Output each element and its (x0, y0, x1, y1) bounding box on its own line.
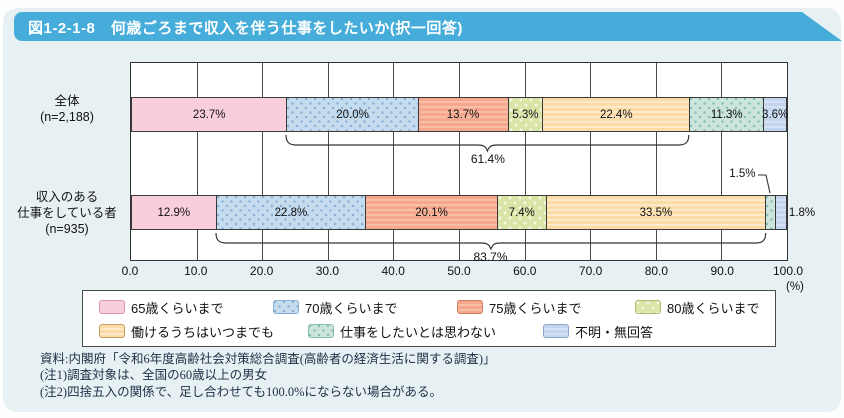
brace-value-label: 83.7% (473, 250, 508, 264)
axis-tick-label: 10.0 (184, 264, 208, 278)
segment-value-label: 20.0% (336, 108, 369, 121)
legend-item: 働けるうちはいつまでも (99, 322, 308, 341)
axis-tick-label: 30.0 (315, 264, 340, 278)
grid-line (590, 63, 592, 260)
axis-tick-label: 0.0 (121, 264, 139, 278)
axis-tick-label: 90.0 (710, 264, 734, 278)
legend-label: 75歳くらいまで (489, 300, 582, 316)
legend-label: 80歳くらいまで (667, 300, 760, 316)
axis-tick-label: 100.0 (772, 264, 804, 278)
bar-segment: 12.9% (131, 195, 216, 230)
segment-value-label: 12.9% (157, 206, 191, 219)
bar-segment: 23.7% (131, 97, 287, 132)
category-label: 収入のある 仕事をしている者 (n=935) (17, 190, 117, 236)
segment-value-label: 23.7% (192, 108, 226, 121)
segment-value-label: 20.1% (415, 206, 448, 219)
legend-swatch (635, 300, 661, 314)
segment-value-label: 22.8% (274, 206, 308, 219)
segment-value-label: 1.8% (788, 206, 816, 219)
legend-row-1: 65歳くらいまで 70歳くらいまで 75歳くらいまで 80歳くらいまで (99, 297, 771, 317)
legend-item: 80歳くらいまで (635, 298, 759, 317)
legend-swatch (99, 324, 125, 338)
legend-label: 不明・無回答 (575, 324, 654, 340)
axis-tick-label: 40.0 (381, 264, 405, 278)
grid-line (524, 63, 526, 260)
note-2: (注2)四捨五入の関係で、足し合わせても100.0%にならない場合がある。 (40, 384, 442, 399)
brace-value-label: 61.4% (470, 152, 505, 166)
brace-annotation (285, 134, 690, 153)
bar-segment: 20.1% (365, 195, 498, 230)
bar-segment: 13.7% (417, 97, 508, 132)
segment-value-label: 22.4% (599, 108, 633, 121)
legend-label: 仕事をしたいとは思わない (340, 324, 497, 340)
bar-segment: 3.6% (762, 97, 789, 132)
legend-label: 働けるうちはいつまでも (131, 324, 275, 340)
bar-segment: 1.8% (775, 195, 815, 230)
brace-annotation (215, 232, 766, 251)
legend-label: 65歳くらいまで (131, 300, 224, 316)
legend-swatch (308, 324, 334, 338)
source-note: 資料:内閣府「令和6年度高齢社会対策総合調査(高齢者の経済生活に関する調査)」 (40, 352, 496, 366)
stacked-bar-0: 23.7% 20.0% 13.7% 5.3% 22.4% 11.3% 3.6% (131, 97, 789, 132)
footer-notes: 資料:内閣府「令和6年度高齢社会対策総合調査(高齢者の経済生活に関する調査)」 … (40, 352, 496, 401)
bar-segment: 22.4% (542, 97, 690, 132)
grid-line (262, 63, 264, 260)
category-label: 全体 (n=2,188) (40, 94, 94, 124)
plot-area: 23.7% 20.0% 13.7% 5.3% 22.4% 11.3% 3.6% 12.9% 22… (130, 62, 815, 264)
bar-segment: 11.3% (689, 97, 764, 132)
grid-line (721, 63, 723, 260)
bar-segment: 20.0% (286, 97, 418, 132)
axis-tick-label: 80.0 (644, 264, 669, 278)
bar-segment: 7.4% (497, 195, 546, 230)
bar-segment: 33.5% (545, 195, 766, 230)
legend-row-2: 働けるうちはいつまでも 仕事をしたいとは思わない 不明・無回答 (99, 321, 771, 341)
bar-segment: 5.3% (507, 97, 543, 132)
callout-line (758, 174, 771, 194)
segment-value-label: 11.3% (710, 108, 743, 121)
x-axis-unit-label: (%) (786, 281, 804, 293)
grid-line (196, 63, 198, 260)
bar-segment: 22.8% (215, 195, 366, 230)
segment-value-label: 3.6% (762, 108, 789, 121)
legend-box: 65歳くらいまで 70歳くらいまで 75歳くらいまで 80歳くらいまで 働けるうちはい… (82, 290, 776, 347)
x-axis: 0.0 10.0 20.0 30.0 40.0 50.0 60.0 70.0 80.0 90.0 1… (122, 264, 803, 280)
segment-value-label: 33.5% (639, 206, 673, 219)
axis-tick-label: 60.0 (513, 264, 537, 278)
segment-value-label: 5.3% (512, 108, 539, 121)
segment-value-label: 7.4% (508, 206, 535, 219)
legend-item: 仕事をしたいとは思わない (308, 322, 543, 341)
figure-title-bar: 図1-2-1-8 何歳ごろまで収入を伴う仕事をしたいか(択一回答) (14, 12, 842, 41)
legend-item: 75歳くらいまで (457, 298, 635, 317)
figure-title: 図1-2-1-8 何歳ごろまで収入を伴う仕事をしたいか(択一回答) (28, 20, 463, 37)
grid-line (327, 63, 329, 260)
segment-value-label: 13.7% (446, 108, 480, 121)
grid-line (393, 63, 395, 260)
legend-swatch (273, 300, 299, 314)
grid-line (459, 63, 460, 260)
note-1: (注1)調査対象は、全国の60歳以上の男女 (40, 368, 268, 383)
axis-tick-label: 70.0 (578, 264, 603, 278)
axis-tick-label: 50.0 (447, 264, 471, 278)
bar-segment (765, 195, 776, 230)
callout-value-label: 1.5% (729, 168, 756, 180)
grid-line (655, 63, 657, 260)
legend-item: 70歳くらいまで (273, 298, 457, 317)
axis-tick-label: 20.0 (249, 264, 274, 278)
stacked-bar-1: 12.9% 22.8% 20.1% 7.4% 33.5% 1.8% (131, 195, 815, 230)
legend-swatch (457, 300, 483, 314)
legend-swatch (543, 324, 569, 338)
legend-item: 不明・無回答 (543, 322, 653, 341)
legend-label: 70歳くらいまで (305, 300, 398, 316)
legend-item: 65歳くらいまで (99, 298, 273, 317)
legend-swatch (99, 300, 125, 314)
